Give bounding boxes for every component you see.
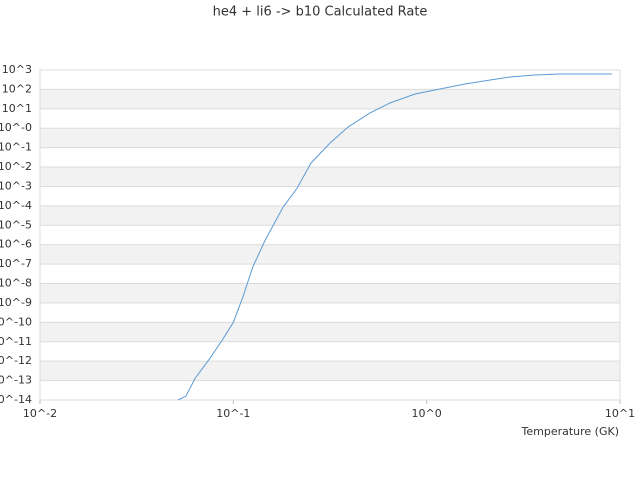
y-tick-label: 10^-6 bbox=[0, 238, 32, 251]
y-tick-label: 10^2 bbox=[2, 82, 32, 95]
y-tick-label: 10^-11 bbox=[0, 335, 32, 348]
grid-band bbox=[40, 322, 620, 342]
data-line bbox=[177, 73, 613, 401]
y-tick-label: 10^-9 bbox=[0, 296, 32, 309]
y-tick-label: 10^-0 bbox=[0, 121, 32, 134]
y-tick-label: 10^-14 bbox=[0, 393, 32, 406]
grid-band bbox=[40, 361, 620, 381]
x-tick-label: 10^1 bbox=[605, 407, 635, 420]
y-tick-label: 10^-10 bbox=[0, 315, 32, 328]
plot-frame bbox=[39, 69, 621, 401]
y-tick-label: 10^-1 bbox=[0, 141, 32, 154]
grid-band bbox=[40, 244, 620, 265]
y-tick-label: 10^-13 bbox=[0, 374, 32, 387]
grid-band bbox=[40, 128, 620, 148]
y-tick-label: 10^3 bbox=[2, 63, 32, 76]
grid-band bbox=[40, 283, 620, 303]
x-tick-label: 10^-2 bbox=[23, 407, 57, 420]
grid-band bbox=[40, 167, 620, 187]
x-tick-label: 10^-1 bbox=[216, 407, 250, 420]
y-tick-label: 10^-12 bbox=[0, 354, 32, 367]
y-tick-label: 10^1 bbox=[2, 102, 32, 115]
y-tick-label: 10^-5 bbox=[0, 218, 32, 231]
grid-band bbox=[40, 89, 620, 109]
y-tick-label: 10^-3 bbox=[0, 179, 32, 192]
y-tick-label: 10^-2 bbox=[0, 160, 32, 173]
chart-title: he4 + li6 -> b10 Calculated Rate bbox=[213, 5, 428, 20]
y-tick-label: 10^-4 bbox=[0, 199, 32, 212]
y-tick-label: 10^-8 bbox=[0, 277, 32, 290]
y-tick-label: 10^-7 bbox=[0, 257, 32, 270]
grid-band bbox=[40, 205, 620, 226]
x-axis-label: Temperature (GK) bbox=[521, 425, 620, 438]
x-tick-label: 10^0 bbox=[412, 407, 442, 420]
